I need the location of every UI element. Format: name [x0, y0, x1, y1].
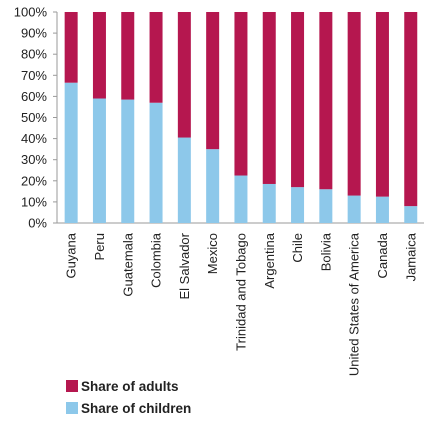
bar-adults-3 — [149, 12, 163, 103]
x-tick-label: Chile — [290, 233, 305, 263]
bar-adults-10 — [347, 12, 361, 196]
bar-adults-1 — [92, 12, 106, 99]
bar-children-10 — [347, 195, 361, 223]
legend-swatch-children — [66, 402, 78, 414]
bar-adults-11 — [375, 12, 389, 197]
bar-children-2 — [121, 99, 135, 223]
bar-children-11 — [375, 196, 389, 223]
y-tick-label: 80% — [21, 47, 47, 62]
x-tick-label: Guyana — [64, 232, 79, 278]
bar-adults-4 — [177, 12, 191, 138]
bar-adults-9 — [319, 12, 333, 190]
bar-adults-5 — [206, 12, 220, 150]
y-tick-label: 60% — [21, 89, 47, 104]
legend-swatch-adults — [66, 380, 78, 392]
bar-children-8 — [291, 187, 305, 223]
y-tick-label: 10% — [21, 194, 47, 209]
bar-children-0 — [64, 82, 78, 223]
y-tick-label: 40% — [21, 131, 47, 146]
bar-adults-2 — [121, 12, 135, 100]
legend: Share of adults Share of children — [66, 379, 191, 416]
x-tick-label: Trinidad and Tobago — [233, 233, 248, 351]
x-tick-label: Bolivia — [318, 232, 333, 271]
bar-adults-6 — [234, 12, 248, 176]
bar-children-12 — [404, 206, 418, 223]
bar-children-9 — [319, 189, 333, 223]
bar-children-5 — [206, 149, 220, 223]
bar-children-6 — [234, 175, 248, 223]
y-tick-label: 90% — [21, 26, 47, 41]
y-tick-label: 30% — [21, 152, 47, 167]
y-tick-label: 100% — [14, 5, 48, 20]
legend-label-children: Share of children — [81, 401, 191, 416]
bar-adults-8 — [291, 12, 305, 188]
bar-children-7 — [262, 183, 276, 223]
bar-adults-12 — [404, 12, 418, 207]
bar-children-4 — [177, 137, 191, 223]
y-axis: 0% 10% 20% 30% 40% 50% 60% 70% 80% 90% 100% — [14, 5, 424, 231]
bar-adults-0 — [64, 12, 78, 83]
x-tick-label: El Salvador — [177, 232, 192, 299]
bar-children-3 — [149, 102, 163, 223]
x-tick-label: Canada — [375, 232, 390, 278]
y-tick-label: 0% — [28, 216, 47, 231]
bar-children-1 — [92, 98, 106, 223]
x-tick-label: Jamaica — [403, 232, 418, 281]
bar-adults-7 — [262, 12, 276, 184]
x-tick-label: Colombia — [149, 232, 164, 288]
x-axis-labels: Guyana Peru Guatemala Colombia El Salvador Me… — [64, 232, 419, 376]
x-tick-label: Guatemala — [120, 232, 135, 296]
legend-label-adults: Share of adults — [81, 379, 179, 394]
x-tick-label: United States of America — [347, 232, 362, 376]
x-tick-label: Peru — [92, 233, 107, 260]
y-tick-label: 70% — [21, 68, 47, 83]
x-tick-label: Argentina — [262, 232, 277, 288]
y-tick-label: 20% — [21, 173, 47, 188]
y-tick-label: 50% — [21, 110, 47, 125]
bars — [64, 12, 418, 223]
x-tick-label: Mexico — [205, 233, 220, 274]
